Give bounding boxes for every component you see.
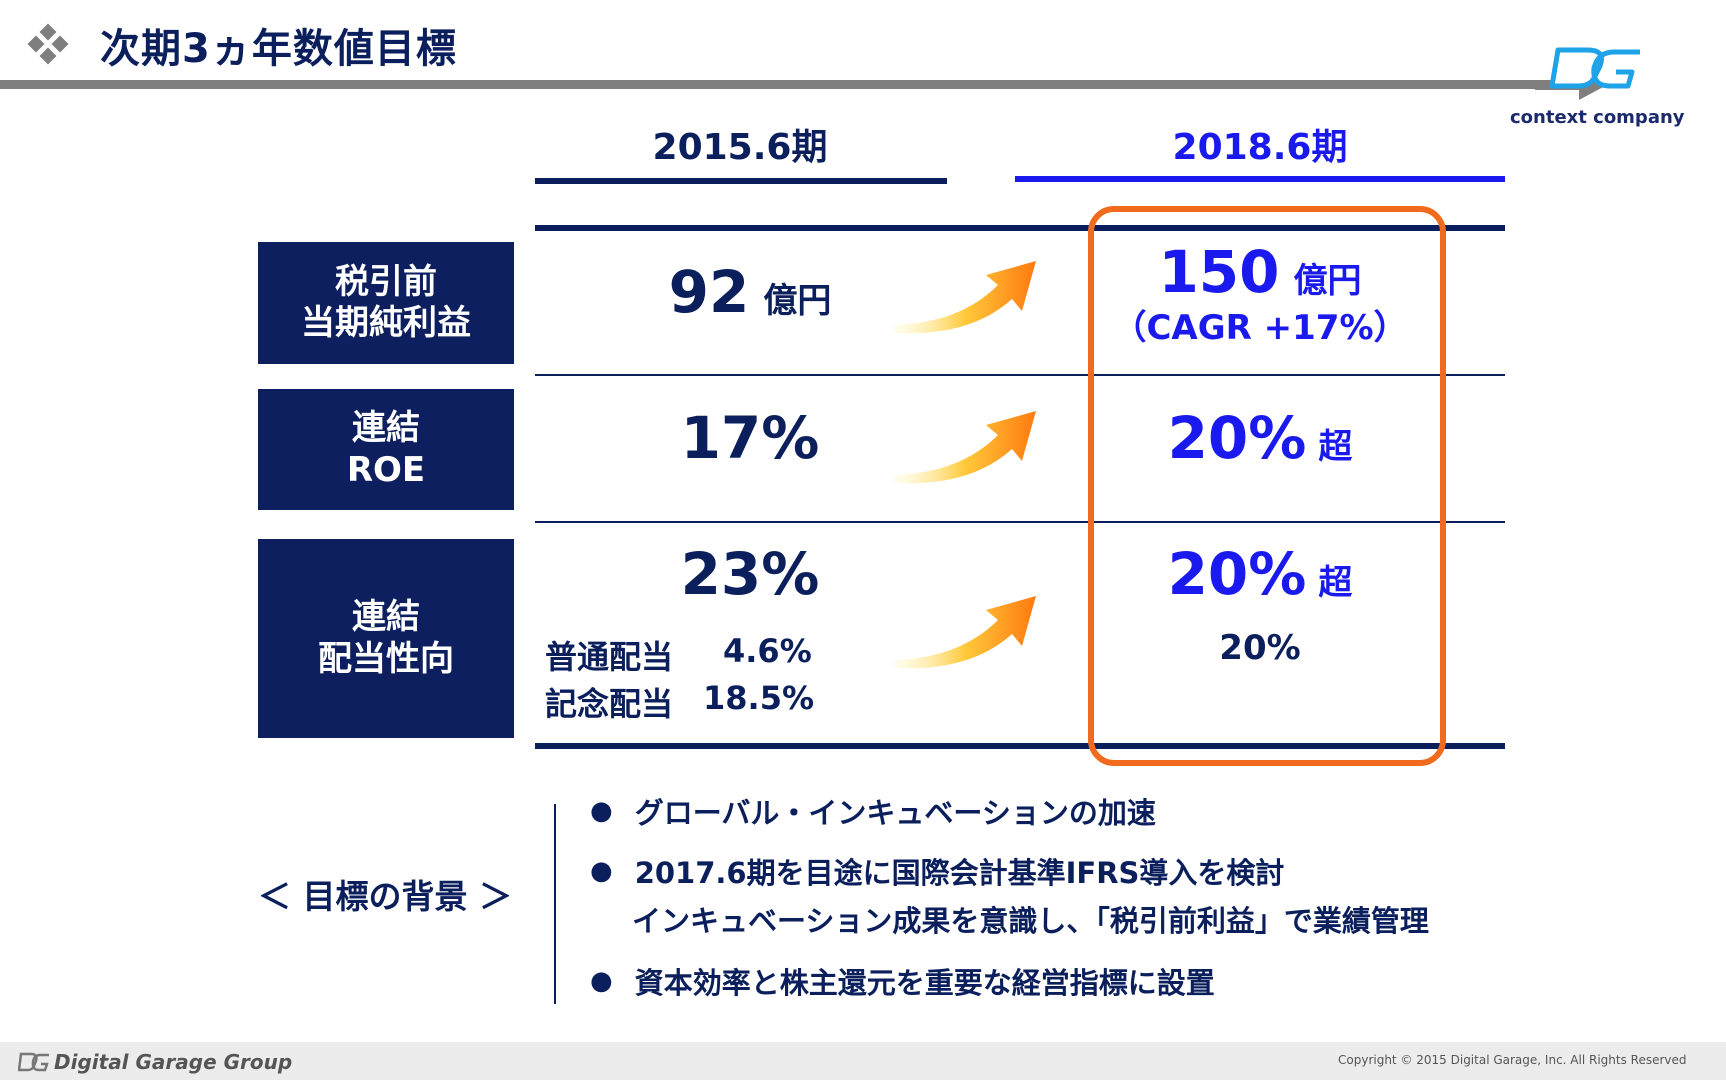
roe-2015-value: 17% [560, 404, 940, 472]
value-unit: 超 [1318, 563, 1353, 603]
ordinary-dividend-value: 4.6% [723, 632, 812, 670]
list-item-text: 資本効率と株主還元を重要な経営指標に設置 [634, 966, 1215, 1000]
background-divider [554, 804, 556, 1004]
footer-copyright: Copyright © 2015 Digital Garage, Inc. Al… [1338, 1053, 1687, 1067]
table-bottom-rule [535, 743, 1505, 749]
bullet-dot-icon: ● [590, 856, 613, 886]
value-number: 17% [680, 404, 820, 472]
row-label-profit: 税引前 当期純利益 [258, 242, 514, 364]
list-item-continuation: インキュベーション成果を意識し、「税引前利益」で業績管理 [632, 904, 1429, 938]
diamond-cluster-icon [27, 23, 69, 65]
header-rule [0, 80, 1560, 89]
list-item-text: グローバル・インキュベーションの加速 [634, 796, 1156, 830]
value-number: 23% [680, 540, 820, 608]
growth-arrow-icon [894, 411, 1036, 484]
roe-2018-value: 20% 超 [1040, 404, 1480, 472]
value-unit: 億円 [1293, 261, 1362, 301]
commemorative-dividend-line: 記念配当 18.5% [545, 679, 814, 725]
value-number: 20% [1167, 404, 1307, 472]
page-title: 次期3ヵ年数値目標 [100, 26, 457, 72]
row-label-line: 連結 [352, 408, 420, 449]
row-label-roe: 連結 ROE [258, 389, 514, 510]
commemorative-dividend-label: 記念配当 [545, 685, 674, 723]
row-label-line: 税引前 [335, 261, 437, 302]
payout-2018-value: 20% 超 [1040, 540, 1480, 608]
column-underline-2015 [535, 178, 947, 184]
value-number: 92 [668, 258, 750, 326]
value-number: 150 [1158, 238, 1280, 306]
list-item-text: 2017.6期を目途に国際会計基準IFRS導入を検討 [634, 856, 1285, 890]
value-number: 20% [1167, 540, 1307, 608]
row-label-line: 当期純利益 [301, 303, 471, 343]
profit-2018-value: 150 億円 [1040, 238, 1480, 306]
growth-arrow-icon [894, 261, 1036, 334]
commemorative-dividend-value: 18.5% [703, 679, 815, 717]
footer-company-name: Digital Garage Group [54, 1050, 293, 1074]
logo-text: context company [1510, 107, 1685, 128]
bullet-dot-icon: ● [590, 966, 613, 996]
row-label-payout: 連結 配当性向 [258, 539, 514, 738]
column-header-2018: 2018.6期 [1172, 127, 1348, 168]
column-header-2015: 2015.6期 [652, 127, 828, 168]
row-label-line: 連結 [352, 597, 420, 638]
cagr-note: （CAGR +17%） [1112, 308, 1408, 348]
dg-logo-icon [1549, 47, 1640, 89]
table-top-rule [535, 225, 1505, 231]
footer-bar [0, 1042, 1726, 1080]
row-label-line: ROE [346, 449, 426, 490]
table-row-divider [535, 521, 1505, 523]
dg-footer-logo-icon [18, 1052, 49, 1072]
column-underline-2018 [1015, 176, 1505, 182]
ordinary-dividend-line: 普通配当 4.6% [545, 632, 812, 678]
background-label: ＜ 目標の背景 ＞ [258, 877, 512, 916]
value-unit: 超 [1318, 427, 1353, 467]
list-item: ● グローバル・インキュベーションの加速 [590, 790, 1156, 832]
growth-arrow-icon [894, 596, 1036, 669]
bullet-dot-icon: ● [590, 796, 613, 826]
list-item: ● 2017.6期を目途に国際会計基準IFRS導入を検討 [590, 850, 1284, 892]
payout-2018-sub-value: 20% [1219, 628, 1301, 668]
target-highlight-box [1088, 206, 1446, 766]
row-label-line: 配当性向 [318, 638, 454, 679]
ordinary-dividend-label: 普通配当 [545, 638, 674, 676]
payout-2015-value: 23% [560, 540, 940, 608]
table-row-divider [535, 374, 1505, 376]
list-item: ● 資本効率と株主還元を重要な経営指標に設置 [590, 960, 1215, 1002]
profit-2015-value: 92 億円 [560, 258, 940, 326]
value-unit: 億円 [763, 281, 832, 321]
